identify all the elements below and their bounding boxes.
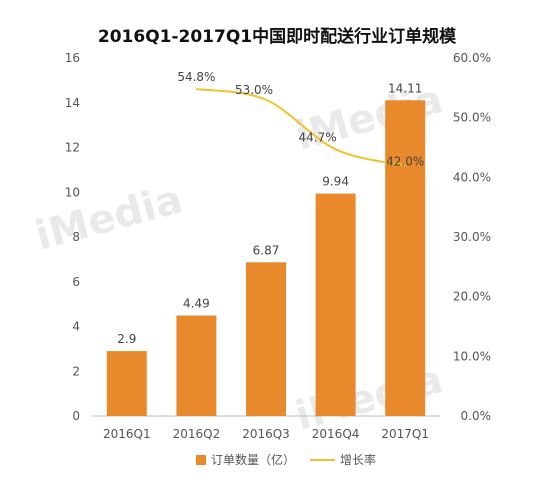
legend-label-bar: 订单数量（亿） xyxy=(211,452,295,467)
line-data-label: 42.0% xyxy=(386,154,424,168)
line-data-label: 53.0% xyxy=(235,83,273,97)
x-tick-label: 2016Q4 xyxy=(312,427,360,441)
y-left-tick-label: 0 xyxy=(72,409,80,423)
bar xyxy=(176,315,217,416)
y-right-tick-label: 60.0% xyxy=(453,51,491,65)
legend: 订单数量（亿） 增长率 xyxy=(196,452,376,467)
line-data-label: 54.8% xyxy=(177,70,215,84)
x-tick-label: 2016Q2 xyxy=(173,427,221,441)
bar-data-label: 6.87 xyxy=(253,243,280,257)
legend-label-line: 增长率 xyxy=(340,452,376,467)
y-right-tick-label: 50.0% xyxy=(453,111,491,125)
y-left-tick-label: 16 xyxy=(65,51,80,65)
x-tick-label: 2016Q3 xyxy=(242,427,290,441)
y-left-tick-label: 6 xyxy=(72,275,80,289)
axes: 0 2 4 6 8 10 12 14 16 0.0% 10.0% 20.0% 30.0% 40.0% 50.… xyxy=(65,51,491,441)
y-right-tick-label: 0.0% xyxy=(461,409,492,423)
y-left-tick-label: 12 xyxy=(65,141,80,155)
bar xyxy=(385,100,426,416)
bar xyxy=(246,262,286,416)
x-tick-label: 2016Q1 xyxy=(103,427,151,441)
bar xyxy=(106,351,147,416)
y-right-tick-label: 40.0% xyxy=(453,170,491,184)
line-data-label: 44.7% xyxy=(299,130,337,144)
bar-data-label: 2.9 xyxy=(117,332,136,346)
bar xyxy=(315,193,356,416)
y-left-tick-label: 14 xyxy=(65,96,80,110)
line-series: 54.8% 53.0% 44.7% 42.0% xyxy=(177,70,424,168)
chart-title: 2016Q1-2017Q1中国即时配送行业订单规模 xyxy=(98,26,457,47)
bar-data-label: 4.49 xyxy=(183,297,210,311)
y-right-tick-label: 20.0% xyxy=(453,290,491,304)
bar-series: 2.9 4.49 6.87 9.94 14.11 xyxy=(106,81,426,416)
y-right-tick-label: 30.0% xyxy=(453,230,491,244)
legend-swatch-bar xyxy=(196,455,206,465)
y-left-tick-label: 8 xyxy=(72,230,80,244)
y-left-tick-label: 10 xyxy=(65,185,80,199)
y-left-tick-label: 2 xyxy=(72,364,80,378)
y-left-tick-label: 4 xyxy=(72,320,80,334)
growth-rate-line xyxy=(196,88,406,167)
x-tick-label: 2017Q1 xyxy=(381,427,429,441)
y-right-tick-label: 10.0% xyxy=(453,349,491,363)
watermark-text: iMedia xyxy=(31,176,188,259)
bar-data-label: 9.94 xyxy=(322,175,349,189)
bar-data-label: 14.11 xyxy=(388,81,422,95)
